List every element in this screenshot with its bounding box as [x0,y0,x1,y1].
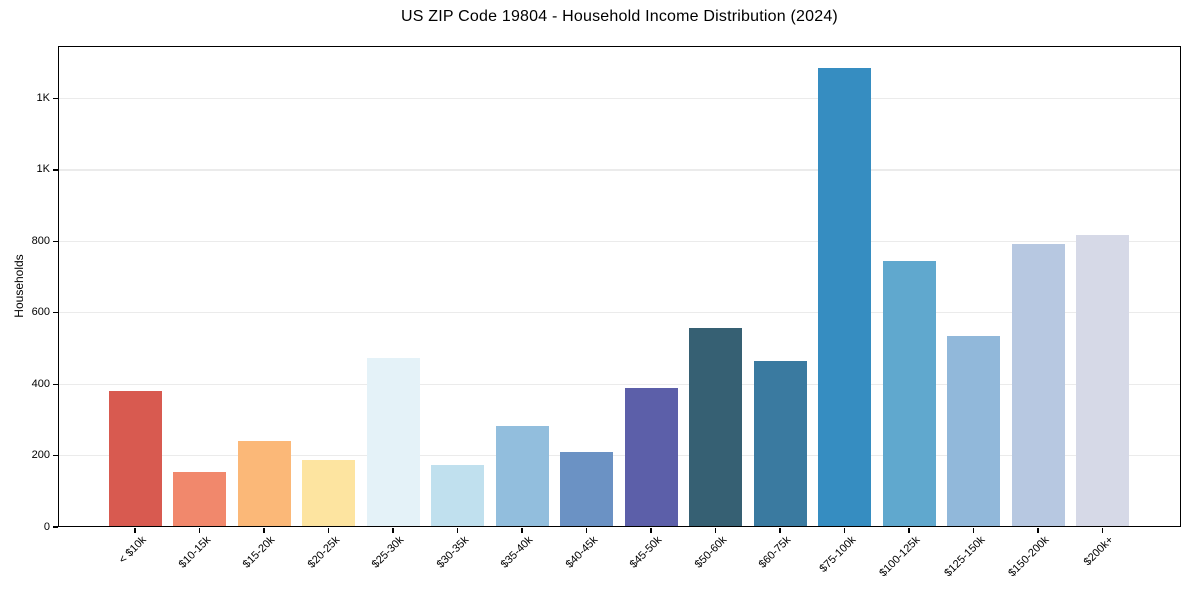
gridline [58,312,1181,314]
bar-40-45k [560,451,613,527]
x-tick-label: $75-100k [817,534,858,575]
plot-area [58,46,1181,527]
y-tick-label: 1K [36,91,50,104]
bar-100-125k [882,261,936,527]
bar-125-150k [947,336,1000,527]
x-tick-mark [1101,527,1104,533]
y-tick-label: 600 [31,306,50,319]
x-tick-label: $20-25k [305,534,342,571]
gridline [58,455,1181,457]
x-tick-mark [972,527,975,533]
bar-60-75k [753,361,807,527]
x-tick-label: $25-30k [369,534,407,571]
x-tick-mark [327,527,330,533]
y-tick-mark [52,526,58,528]
x-tick-mark [650,527,652,533]
y-tick-mark [52,383,58,385]
x-tick-label: $100-125k [877,534,923,580]
bar-10-15k [173,471,226,527]
x-tick-mark [585,527,588,533]
x-tick-label: < $10k [116,534,149,567]
bar-50-60k [689,327,742,527]
y-tick-label: 1K [36,163,50,176]
x-tick-mark [843,527,846,533]
bar-15-20k [237,440,291,527]
y-tick-label: 800 [31,234,50,247]
bar-25-30k [366,358,420,527]
bar-45-50k [624,388,678,527]
x-tick-mark [779,527,781,533]
x-tick-label: $40-45k [563,534,600,571]
y-tick-mark [52,312,58,314]
x-tick-label: $200k+ [1081,534,1116,569]
bar-35-40k [495,425,549,527]
x-tick-label: $10-15k [176,534,213,571]
x-tick-label: $35-40k [498,534,536,571]
bar-150-200k [1011,244,1065,527]
gridline [58,240,1181,242]
y-tick-mark [52,240,58,242]
bar-75-100k [818,68,871,527]
gridline [58,383,1181,385]
x-tick-mark [392,527,394,533]
x-tick-label: $125-150k [941,534,987,580]
y-tick-label: 0 [43,520,50,533]
y-tick-mark [52,454,58,457]
gridline [58,169,1181,171]
x-tick-mark [1037,527,1039,533]
bar-10k [108,390,162,527]
x-tick-mark [908,527,910,533]
x-tick-mark [456,527,459,533]
x-tick-mark [134,527,136,533]
bar-20-25k [302,459,355,527]
x-tick-label: $50-60k [692,534,729,571]
y-tick-mark [52,169,58,171]
bar-30-35k [431,464,484,527]
x-tick-label: $15-20k [240,534,278,571]
x-tick-mark [198,527,201,533]
chart-title: US ZIP Code 19804 - Household Income Dis… [401,8,838,25]
x-tick-mark [714,527,717,533]
x-tick-label: $45-50k [627,534,665,571]
gridline [58,97,1181,100]
x-tick-label: $150-200k [1006,534,1052,580]
x-tick-mark [263,527,265,533]
x-tick-label: $30-35k [434,534,471,571]
y-tick-label: 200 [31,449,50,462]
x-tick-mark [521,527,523,533]
y-tick-label: 400 [31,377,50,390]
y-tick-mark [52,97,58,100]
x-tick-label: $60-75k [756,534,794,571]
bar-200k [1076,235,1129,527]
